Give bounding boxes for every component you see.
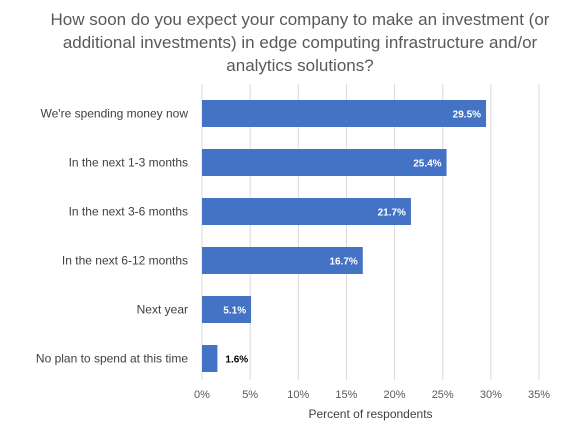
x-tick-label: 5%	[242, 389, 258, 401]
x-axis-title: Percent of respondents	[308, 407, 432, 421]
x-tick-label: 30%	[480, 389, 502, 401]
data-label: 5.1%	[223, 306, 246, 317]
category-label: We're spending money now	[41, 107, 189, 121]
category-label: Next year	[137, 303, 188, 317]
data-label: 21.7%	[378, 208, 406, 219]
bar	[202, 100, 487, 127]
x-tick-label: 35%	[528, 389, 550, 401]
x-tick-label: 20%	[384, 389, 406, 401]
bar	[202, 198, 411, 225]
x-tick-label: 0%	[194, 389, 210, 401]
bar	[202, 345, 218, 372]
data-label: 16.7%	[329, 257, 357, 268]
category-label: In the next 3-6 months	[69, 205, 188, 219]
bar	[202, 149, 447, 176]
data-label: 25.4%	[413, 159, 441, 170]
category-label: In the next 1-3 months	[69, 156, 188, 170]
bar	[202, 247, 363, 274]
x-tick-label: 15%	[335, 389, 357, 401]
x-tick-label: 10%	[287, 389, 309, 401]
category-label: No plan to spend at this time	[36, 352, 188, 366]
x-tick-label: 25%	[432, 389, 454, 401]
data-label: 29.5%	[453, 110, 481, 121]
bar	[202, 296, 252, 323]
chart-title: How soon do you expect your company to m…	[50, 10, 550, 75]
category-label: In the next 6-12 months	[62, 254, 188, 268]
data-label: 1.6%	[225, 355, 248, 366]
